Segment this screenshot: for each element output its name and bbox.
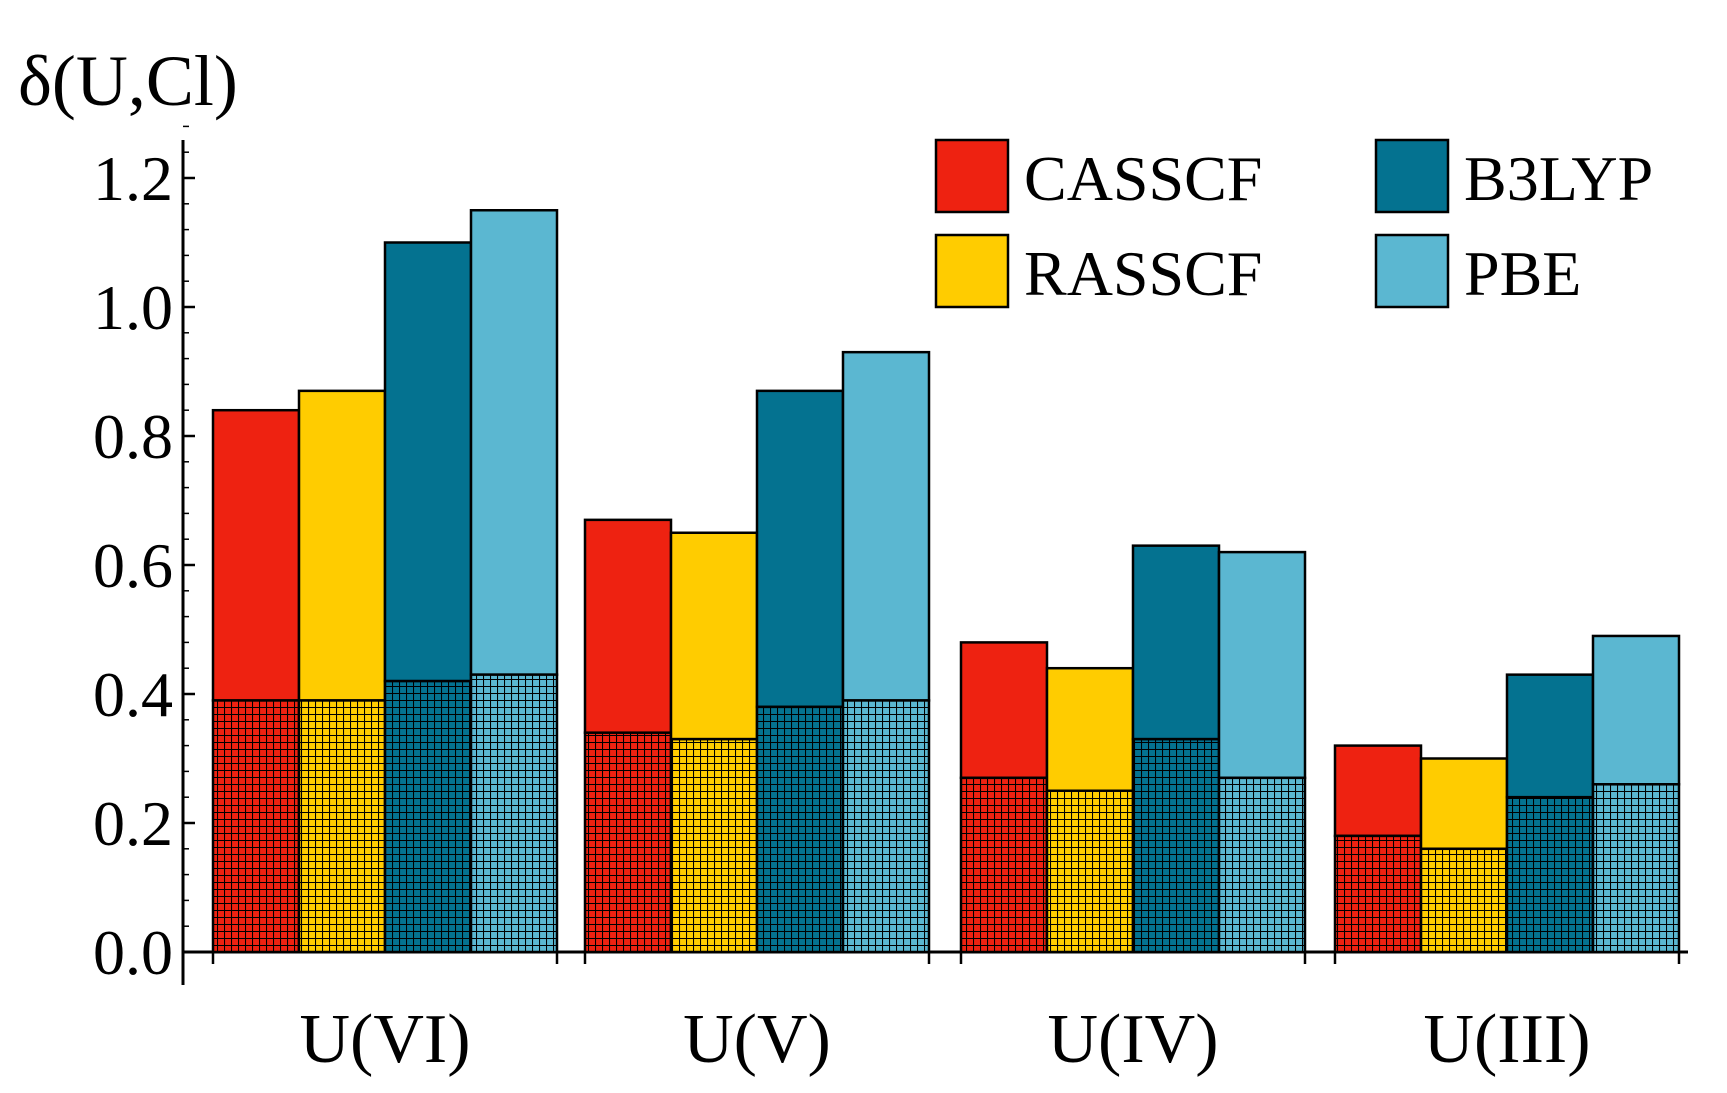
bar-PBE-U(VI)-total [469,209,559,676]
bar-group-U(III) [1333,634,1681,954]
bar-CASSCF-U(IV)-hatched [959,776,1049,954]
bar-B3LYP-U(VI)-total [383,241,473,683]
plot-area: 0.0 0.2 0.4 0.6 0.8 1.0 1.2 U(VI) U(V) U(IV) U(III… [93,125,1688,1078]
bar-CASSCF-U(VI)-total [211,408,301,702]
y-tick-label: 0.6 [93,530,173,601]
bar-group-U(IV) [959,544,1307,954]
legend-label: PBE [1464,238,1581,309]
bar-B3LYP-U(V)-total [755,389,845,709]
legend-swatch [934,138,1010,214]
x-category-label: U(III) [1423,1001,1590,1078]
bar-RASSCF-U(V)-hatched [669,737,759,954]
y-axis-title: δ(U,Cl) [18,41,238,121]
bar-RASSCF-U(VI)-total [297,389,387,702]
x-category-label: U(VI) [299,1001,470,1078]
bar-B3LYP-U(III)-hatched [1505,795,1595,954]
bar-group-U(VI) [211,209,559,954]
bar-PBE-U(V)-total [841,350,931,702]
bar-B3LYP-U(IV)-total [1131,544,1221,741]
bar-PBE-U(VI)-hatched [469,673,559,954]
bar-CASSCF-U(III)-total [1333,744,1423,838]
bar-PBE-U(IV)-total [1217,550,1307,780]
bar-B3LYP-U(III)-total [1505,673,1595,799]
bar-RASSCF-U(IV)-hatched [1045,789,1135,954]
bar-PBE-U(III)-hatched [1591,783,1681,954]
bar-group-U(V) [583,350,931,954]
bar-CASSCF-U(V)-hatched [583,731,673,954]
y-tick-label: 0.0 [93,917,173,988]
legend-item-PBE: PBE [1374,233,1581,309]
y-tick-label: 0.8 [93,401,173,472]
bar-RASSCF-U(III)-total [1419,757,1509,851]
x-category-label: U(V) [683,1001,831,1078]
bar-CASSCF-U(VI)-hatched [211,699,301,954]
y-tick-label: 1.2 [93,143,173,214]
bar-CASSCF-U(V)-total [583,518,673,734]
bar-PBE-U(III)-total [1591,634,1681,786]
legend-item-CASSCF: CASSCF [934,138,1262,214]
bar-RASSCF-U(IV)-total [1045,666,1135,793]
bar-RASSCF-U(III)-hatched [1419,847,1509,954]
y-tick-label: 0.4 [93,659,173,730]
legend: CASSCF RASSCF B3LYP PBE [934,138,1653,309]
legend-swatch [934,233,1010,309]
bar-RASSCF-U(V)-total [669,531,759,741]
legend-label: B3LYP [1464,143,1653,214]
bar-CASSCF-U(IV)-total [959,641,1049,780]
legend-label: CASSCF [1024,143,1262,214]
bar-B3LYP-U(V)-hatched [755,705,845,954]
bar-B3LYP-U(IV)-hatched [1131,737,1221,954]
bar-B3LYP-U(VI)-hatched [383,679,473,954]
legend-label: RASSCF [1024,238,1262,309]
y-tick-label: 0.2 [93,788,173,859]
x-category-label: U(IV) [1047,1001,1218,1078]
bar-PBE-U(V)-hatched [841,699,931,954]
legend-item-RASSCF: RASSCF [934,233,1262,309]
legend-item-B3LYP: B3LYP [1374,138,1653,214]
bar-RASSCF-U(VI)-hatched [297,699,387,954]
bar-PBE-U(IV)-hatched [1217,776,1307,954]
legend-swatch [1374,233,1450,309]
y-tick-label: 1.0 [93,272,173,343]
bar-CASSCF-U(III)-hatched [1333,834,1423,954]
legend-swatch [1374,138,1450,214]
